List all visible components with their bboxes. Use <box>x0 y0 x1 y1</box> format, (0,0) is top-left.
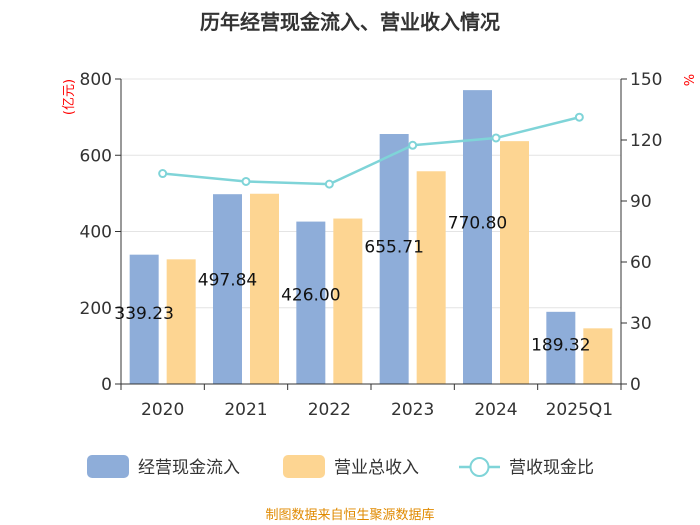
ratio-point-2024 <box>491 133 501 143</box>
x-tick-label-2024: 2024 <box>474 400 517 420</box>
y-left-tick-label-2: 400 <box>80 223 112 243</box>
y-right-tick-label-1: 30 <box>630 314 652 334</box>
y-right-unit: % <box>680 74 695 86</box>
x-tick-label-2020: 2020 <box>141 400 184 420</box>
y-left-axis: 0 200 400 600 800 <box>80 70 122 395</box>
data-label-2024: 770.80 <box>448 213 507 233</box>
bar-1-2023 <box>416 171 446 384</box>
y-right-tick-label-2: 60 <box>630 253 652 273</box>
ratio-point-2022 <box>324 179 334 189</box>
legend: 经营现金流入 营业总收入 营收现金比 <box>87 455 594 478</box>
ratio-point-2023 <box>408 140 418 150</box>
x-tick-label-2021: 2021 <box>224 400 267 420</box>
y-right-tick-label-4: 120 <box>630 131 662 151</box>
data-label-2021: 497.84 <box>198 271 257 291</box>
bar-0-2022 <box>296 221 326 384</box>
x-tick-label-2025Q1: 2025Q1 <box>546 400 613 420</box>
bar-0-2020 <box>129 254 159 384</box>
y-right-tick-label-0: 0 <box>630 375 641 395</box>
source-note: 制图数据来自恒生聚源数据库 <box>265 507 434 523</box>
legend-swatch-revenue <box>283 455 325 478</box>
legend-marker-ratio <box>469 457 490 477</box>
ratio-line-path <box>162 116 580 186</box>
y-right-tick-label-3: 90 <box>630 192 652 212</box>
ratio-line <box>158 112 584 189</box>
legend-swatch-cash-inflow <box>87 455 129 478</box>
bar-1-2022 <box>333 218 363 384</box>
y-left-tick-label-3: 600 <box>80 146 112 166</box>
y-left-tick-label-1: 200 <box>80 299 112 319</box>
bar-0-2023 <box>379 134 409 384</box>
ratio-point-2021 <box>241 176 251 186</box>
bar-0-2021 <box>213 194 242 384</box>
bar-1-2024 <box>500 141 529 384</box>
y-left-unit: (亿元) <box>62 79 77 115</box>
legend-label-revenue: 营业总收入 <box>334 458 419 478</box>
x-tick-label-2022: 2022 <box>308 400 351 420</box>
data-label-2020: 339.23 <box>114 304 173 324</box>
data-labels: 339.23 497.84 426.00 655.71 770.80 189.32 <box>114 213 590 355</box>
legend-label-cash-inflow: 经营现金流入 <box>138 458 240 478</box>
data-label-2023: 655.71 <box>364 238 423 258</box>
bar-1-2025Q1 <box>583 328 613 384</box>
bar-0-2024 <box>463 90 492 384</box>
chart-title: 历年经营现金流入、营业收入情况 <box>200 10 500 34</box>
bar-1-2020 <box>166 259 196 384</box>
y-right-axis: 0 30 60 90 120 150 <box>620 70 662 395</box>
x-axis: 2020 2021 2022 2023 2024 2025Q1 <box>120 383 622 420</box>
y-left-tick-label-0: 0 <box>101 375 112 395</box>
data-label-2025Q1: 189.32 <box>531 335 590 355</box>
y-right-tick-label-5: 150 <box>630 70 662 90</box>
ratio-point-2020 <box>158 169 168 179</box>
bars <box>129 90 613 384</box>
x-tick-label-2023: 2023 <box>391 400 434 420</box>
ratio-point-2025Q1 <box>574 112 584 122</box>
y-left-tick-label-4: 800 <box>80 70 112 90</box>
bar-1-2021 <box>250 193 279 384</box>
bar-0-2025Q1 <box>546 311 576 384</box>
legend-label-ratio: 营收现金比 <box>509 458 594 478</box>
data-label-2022: 426.00 <box>281 286 340 306</box>
